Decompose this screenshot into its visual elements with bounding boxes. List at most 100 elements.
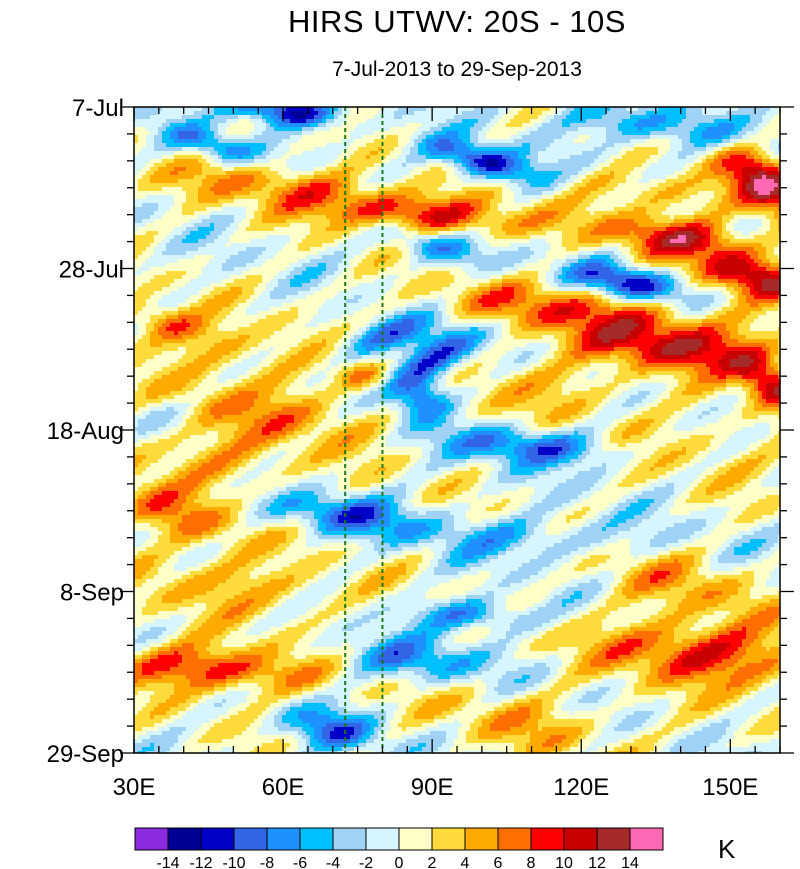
heatmap-cell: [374, 595, 387, 600]
heatmap-cell: [562, 239, 579, 244]
heatmap-cell: [382, 211, 423, 216]
heatmap-cell: [270, 467, 287, 472]
heatmap-cell: [402, 351, 415, 356]
heatmap-cell: [274, 107, 287, 112]
heatmap-cell: [642, 351, 651, 356]
heatmap-cell: [682, 599, 727, 604]
heatmap-cell: [294, 539, 307, 544]
heatmap-cell: [430, 459, 467, 464]
heatmap-cell: [618, 471, 631, 476]
heatmap-cell: [470, 403, 479, 408]
heatmap-cell: [398, 427, 411, 432]
heatmap-cell: [198, 147, 215, 152]
heatmap-cell: [590, 359, 627, 364]
heatmap-cell: [606, 135, 651, 140]
heatmap-cell: [722, 195, 731, 200]
heatmap-cell: [198, 195, 235, 200]
heatmap-cell: [310, 627, 327, 632]
heatmap-cell: [702, 615, 727, 620]
heatmap-cell: [306, 579, 319, 584]
heatmap-cell: [298, 307, 319, 312]
heatmap-cell: [478, 611, 487, 616]
heatmap-cell: [178, 583, 219, 588]
heatmap-cell: [730, 115, 751, 120]
heatmap-cell: [266, 615, 299, 620]
heatmap-cell: [270, 399, 303, 404]
heatmap-cell: [190, 435, 219, 440]
heatmap-cell: [134, 619, 155, 624]
heatmap-cell: [678, 279, 687, 284]
heatmap-cell: [182, 415, 191, 420]
heatmap-cell: [346, 227, 359, 232]
heatmap-cell: [470, 355, 479, 360]
heatmap-cell: [458, 167, 467, 172]
heatmap-cell: [478, 247, 519, 252]
heatmap-cell: [450, 351, 459, 356]
heatmap-cell: [566, 347, 575, 352]
heatmap-cell: [186, 627, 199, 632]
heatmap-cell: [534, 491, 551, 496]
heatmap-cell: [706, 247, 755, 252]
heatmap-cell: [138, 323, 147, 328]
heatmap-cell: [586, 511, 599, 516]
heatmap-cell: [274, 547, 287, 552]
chart-subtitle: 7-Jul-2013 to 29-Sep-2013: [332, 58, 582, 81]
heatmap-cell: [486, 531, 515, 536]
heatmap-cell: [158, 127, 167, 132]
heatmap-cell: [522, 123, 535, 128]
heatmap-cell: [678, 155, 687, 160]
heatmap-cell: [650, 575, 667, 580]
heatmap-cell: [642, 439, 679, 444]
heatmap-cell: [646, 403, 659, 408]
heatmap-cell: [298, 187, 331, 192]
heatmap-cell: [450, 443, 463, 448]
heatmap-cell: [394, 207, 431, 212]
heatmap-cell: [390, 555, 407, 560]
heatmap-cell: [730, 335, 747, 340]
heatmap-cell: [186, 467, 199, 472]
heatmap-cell: [646, 359, 719, 364]
heatmap-cell: [606, 219, 635, 224]
heatmap-cell: [250, 407, 283, 412]
heatmap-cell: [398, 383, 419, 388]
heatmap-cell: [774, 163, 781, 168]
heatmap-cell: [354, 403, 375, 408]
heatmap-cell: [346, 415, 367, 420]
heatmap-cell: [514, 291, 527, 296]
heatmap-cell: [774, 627, 781, 632]
heatmap-cell: [322, 599, 335, 604]
heatmap-cell: [714, 147, 723, 152]
heatmap-cell: [366, 447, 423, 452]
heatmap-cell: [482, 251, 499, 256]
heatmap-cell: [702, 563, 711, 568]
heatmap-cell: [366, 155, 371, 160]
heatmap-cell: [146, 539, 159, 544]
heatmap-cell: [734, 547, 759, 552]
heatmap-cell: [554, 543, 591, 548]
heatmap-cell: [158, 535, 171, 540]
heatmap-cell: [162, 295, 191, 300]
heatmap-cell: [206, 235, 219, 240]
heatmap-cell: [494, 467, 503, 472]
heatmap-cell: [686, 499, 715, 504]
heatmap-cell: [306, 587, 339, 592]
heatmap-cell: [338, 559, 351, 564]
heatmap-cell: [166, 479, 179, 484]
heatmap-cell: [338, 275, 355, 280]
heatmap-cell: [362, 335, 367, 340]
heatmap-cell: [342, 443, 359, 448]
heatmap-cell: [774, 211, 781, 216]
heatmap-cell: [210, 323, 219, 328]
heatmap-cell: [674, 183, 695, 188]
heatmap-cell: [758, 191, 771, 196]
heatmap-cell: [382, 483, 399, 488]
heatmap-cell: [554, 191, 563, 196]
heatmap-cell: [426, 511, 451, 516]
heatmap-cell: [170, 419, 183, 424]
heatmap-cell: [674, 275, 683, 280]
heatmap-cell: [534, 123, 543, 128]
heatmap-cell: [230, 527, 267, 532]
heatmap-cell: [626, 267, 639, 272]
heatmap-cell: [134, 459, 143, 464]
heatmap-cell: [694, 559, 703, 564]
